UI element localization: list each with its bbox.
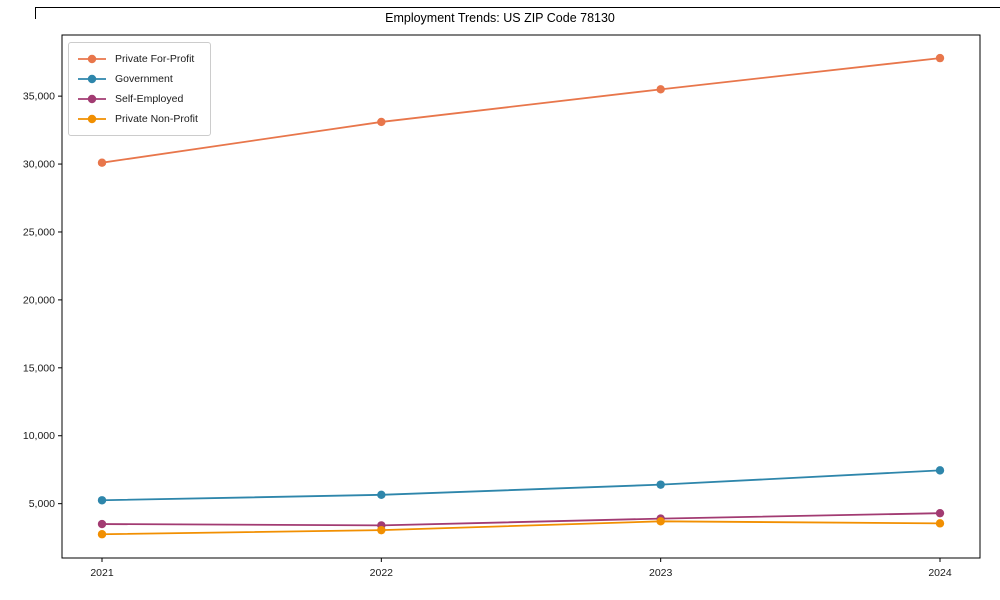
legend-dot xyxy=(87,54,97,64)
data-point-private-non-profit xyxy=(656,517,665,526)
plot-frame xyxy=(61,34,981,559)
series-line-self-employed xyxy=(101,512,941,527)
series-line-private-non-profit xyxy=(101,520,941,536)
data-point-self-employed xyxy=(97,519,107,529)
y-tick-label: 20,000 xyxy=(23,294,55,306)
legend-label-self-employed: Self-Employed xyxy=(115,93,184,105)
legend-item-government: Government xyxy=(77,69,198,89)
y-tick-label: 35,000 xyxy=(23,91,55,103)
data-point-government xyxy=(97,496,107,505)
legend-dot xyxy=(87,114,97,124)
data-point-government xyxy=(377,490,386,500)
legend-item-private-for-profit: Private For-Profit xyxy=(77,49,198,69)
y-tick-label: 5,000 xyxy=(29,498,55,510)
series-line-private-for-profit xyxy=(101,57,941,164)
x-tick-label: 2024 xyxy=(928,567,952,579)
data-point-private-for-profit xyxy=(656,85,665,94)
x-tick-label: 2021 xyxy=(90,567,114,579)
data-point-private-for-profit xyxy=(377,117,386,127)
data-point-private-non-profit xyxy=(935,519,945,528)
data-point-private-non-profit xyxy=(97,530,107,539)
data-point-government xyxy=(656,480,665,489)
y-tick-label: 15,000 xyxy=(23,362,55,374)
chart-title: Employment Trends: US ZIP Code 78130 xyxy=(385,11,615,25)
legend-item-self-employed: Self-Employed xyxy=(77,89,198,109)
data-point-government xyxy=(935,466,945,475)
data-point-private-for-profit xyxy=(97,158,107,167)
legend-item-private-non-profit: Private Non-Profit xyxy=(77,109,198,129)
x-tick-label: 2023 xyxy=(649,567,673,579)
series-line-government xyxy=(101,469,941,502)
legend-dot xyxy=(87,74,97,84)
y-tick-label: 30,000 xyxy=(23,159,55,171)
legend-label-private-for-profit: Private For-Profit xyxy=(115,53,195,65)
legend-label-private-non-profit: Private Non-Profit xyxy=(115,113,198,125)
x-tick-label: 2022 xyxy=(370,567,394,579)
data-point-self-employed xyxy=(935,508,945,518)
legend-marker-private-non-profit xyxy=(78,114,106,124)
legend-label-government: Government xyxy=(115,73,173,85)
y-tick-label: 25,000 xyxy=(23,226,55,238)
y-tick-label: 10,000 xyxy=(23,430,55,442)
legend-box: Private For-Profit Government Self-Employe… xyxy=(68,42,211,136)
legend-marker-private-for-profit xyxy=(78,54,106,64)
window-frame-edge xyxy=(35,7,1000,19)
legend-marker-self-employed xyxy=(78,94,106,104)
data-point-private-non-profit xyxy=(377,525,386,535)
legend-marker-government xyxy=(78,74,106,84)
legend-dot xyxy=(87,94,97,104)
data-point-private-for-profit xyxy=(935,53,945,63)
